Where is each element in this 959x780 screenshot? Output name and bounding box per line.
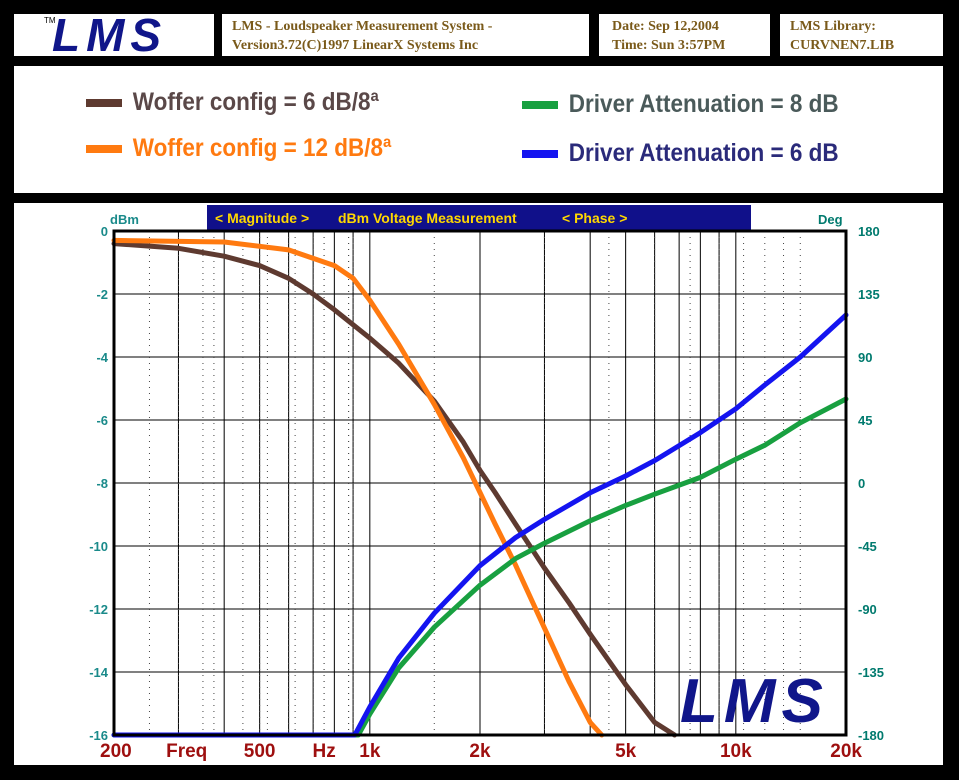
logo-box: TM LMS	[14, 9, 214, 61]
library-file: CURVNEN7.LIB	[790, 38, 895, 53]
library-label: LMS Library:	[790, 19, 876, 34]
legend-swatch-blue	[522, 149, 558, 158]
trademark-mark: TM	[44, 16, 56, 25]
legend-label: Driver Attenuation = 6 dB	[568, 139, 839, 167]
y-left-tick-label: 0	[101, 224, 108, 239]
x-tick-label: 5k	[615, 741, 637, 762]
legend-label: Woffer config = 12 dB/8ª	[132, 134, 392, 162]
x-axis-word: Freq	[166, 741, 207, 762]
legend-item-woffer-12db: Woffer config = 12 dB/8ª	[86, 134, 391, 163]
lms-watermark: LMS	[680, 667, 829, 736]
legend-item-woffer-6db: Woffer config = 6 dB/8ª	[86, 88, 379, 117]
x-tick-label: 20k	[830, 741, 862, 762]
y-right-tick-label: 135	[858, 287, 880, 302]
app-title-box: LMS - Loudspeaker Measurement System - V…	[222, 14, 589, 56]
date-text: Date: Sep 12,2004	[612, 19, 719, 34]
y-right-tick-label: 0	[858, 476, 865, 491]
y-left-tick-label: -2	[96, 287, 108, 302]
y-left-tick-label: -8	[96, 476, 108, 491]
datetime-box: Date: Sep 12,2004 Time: Sun 3:57PM	[599, 14, 770, 56]
y-right-tick-label: -90	[858, 602, 877, 617]
phase-label: < Phase >	[562, 210, 628, 226]
y-right-tick-label: -45	[858, 539, 877, 554]
legend-panel: Woffer config = 6 dB/8ª Woffer config = …	[14, 66, 943, 193]
legend-label: Driver Attenuation = 8 dB	[568, 90, 839, 118]
legend-swatch-brown	[86, 98, 122, 107]
legend-item-driver-8db: Driver Attenuation = 8 dB	[522, 90, 839, 119]
y-left-tick-label: -6	[96, 413, 108, 428]
legend-item-driver-6db: Driver Attenuation = 6 dB	[522, 139, 839, 168]
y-right-tick-label: 180	[858, 224, 880, 239]
legend-swatch-green	[522, 100, 558, 109]
x-tick-label: 10k	[720, 741, 752, 762]
x-axis-word: Hz	[312, 741, 335, 762]
y-right-tick-label: -180	[858, 728, 884, 743]
series-lines	[111, 237, 849, 738]
app-title-line1: LMS - Loudspeaker Measurement System -	[232, 19, 493, 34]
legend-label: Woffer config = 6 dB/8ª	[132, 88, 379, 116]
series-line	[111, 396, 849, 738]
left-unit-label: dBm	[110, 212, 139, 227]
axis-labels: 0 -2 -4 -6 -8 -10 -12 -14 -16 180 135 90 45 0 -45 -90 -1…	[89, 224, 884, 762]
grid	[114, 231, 846, 735]
magnitude-label: < Magnitude >	[215, 210, 310, 226]
library-box: LMS Library: CURVNEN7.LIB	[780, 14, 943, 56]
x-tick-label: 200	[100, 741, 132, 762]
app-title-line2: Version3.72(C)1997 LinearX Systems Inc	[232, 38, 479, 53]
legend-swatch-orange	[86, 144, 122, 153]
chart-title-bar: < Magnitude > dBm Voltage Measurement < …	[207, 205, 751, 231]
measurement-label: dBm Voltage Measurement	[338, 210, 517, 226]
right-unit-label: Deg	[818, 212, 843, 227]
series-line	[111, 241, 677, 738]
x-tick-label: 1k	[359, 741, 381, 762]
y-left-tick-label: -4	[96, 350, 108, 365]
x-tick-label: 500	[244, 741, 276, 762]
y-left-tick-label: -10	[89, 539, 108, 554]
plot-frame	[112, 229, 848, 737]
time-text: Time: Sun 3:57PM	[612, 38, 726, 53]
y-left-tick-label: -16	[89, 728, 108, 743]
y-left-tick-label: -12	[89, 602, 108, 617]
y-right-tick-label: 90	[858, 350, 872, 365]
y-right-tick-label: 45	[858, 413, 872, 428]
y-right-tick-label: -135	[858, 665, 884, 680]
series-line	[111, 312, 849, 738]
series-line	[111, 237, 605, 738]
y-left-tick-label: -14	[89, 665, 109, 680]
x-tick-label: 2k	[469, 741, 491, 762]
lms-logo: LMS	[52, 9, 168, 61]
